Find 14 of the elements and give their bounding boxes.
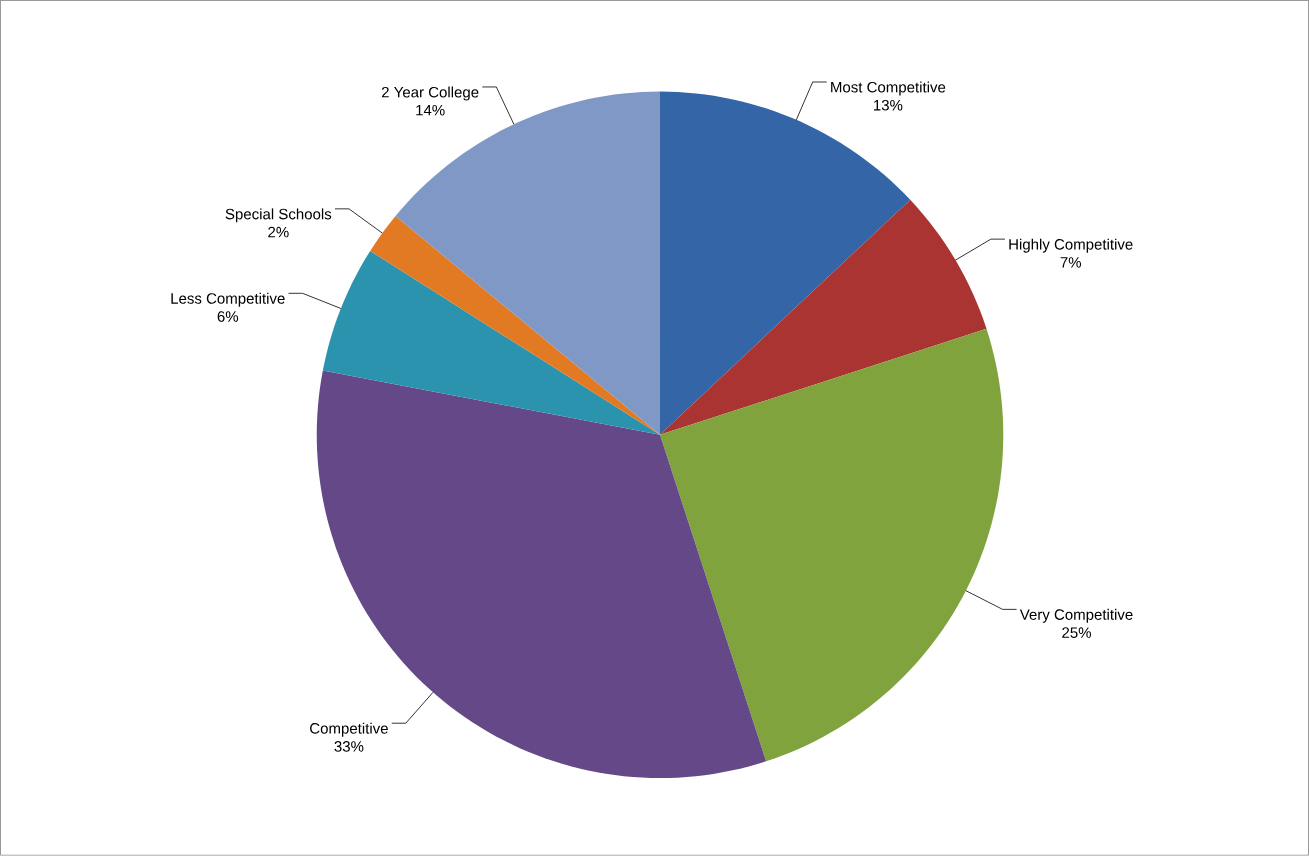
slice-label: Less Competitive: [171, 292, 285, 307]
slice-label: 2 Year College: [381, 86, 479, 101]
data-label: 6%: [217, 311, 239, 322]
slice-label: Most Competitive: [831, 81, 946, 96]
slice-label: Highly Competitive: [1009, 238, 1133, 253]
data-label: 14%: [416, 105, 445, 116]
data-label: 13%: [874, 100, 903, 111]
data-label: 7%: [1060, 257, 1082, 268]
slice-label: Very Competitive: [1019, 609, 1133, 624]
slice-label: Special Schools: [225, 208, 332, 223]
slice-label: Competitive: [310, 722, 388, 737]
data-label: 33%: [334, 741, 364, 752]
data-label: 2%: [268, 226, 289, 238]
data-label: 25%: [1062, 627, 1091, 639]
